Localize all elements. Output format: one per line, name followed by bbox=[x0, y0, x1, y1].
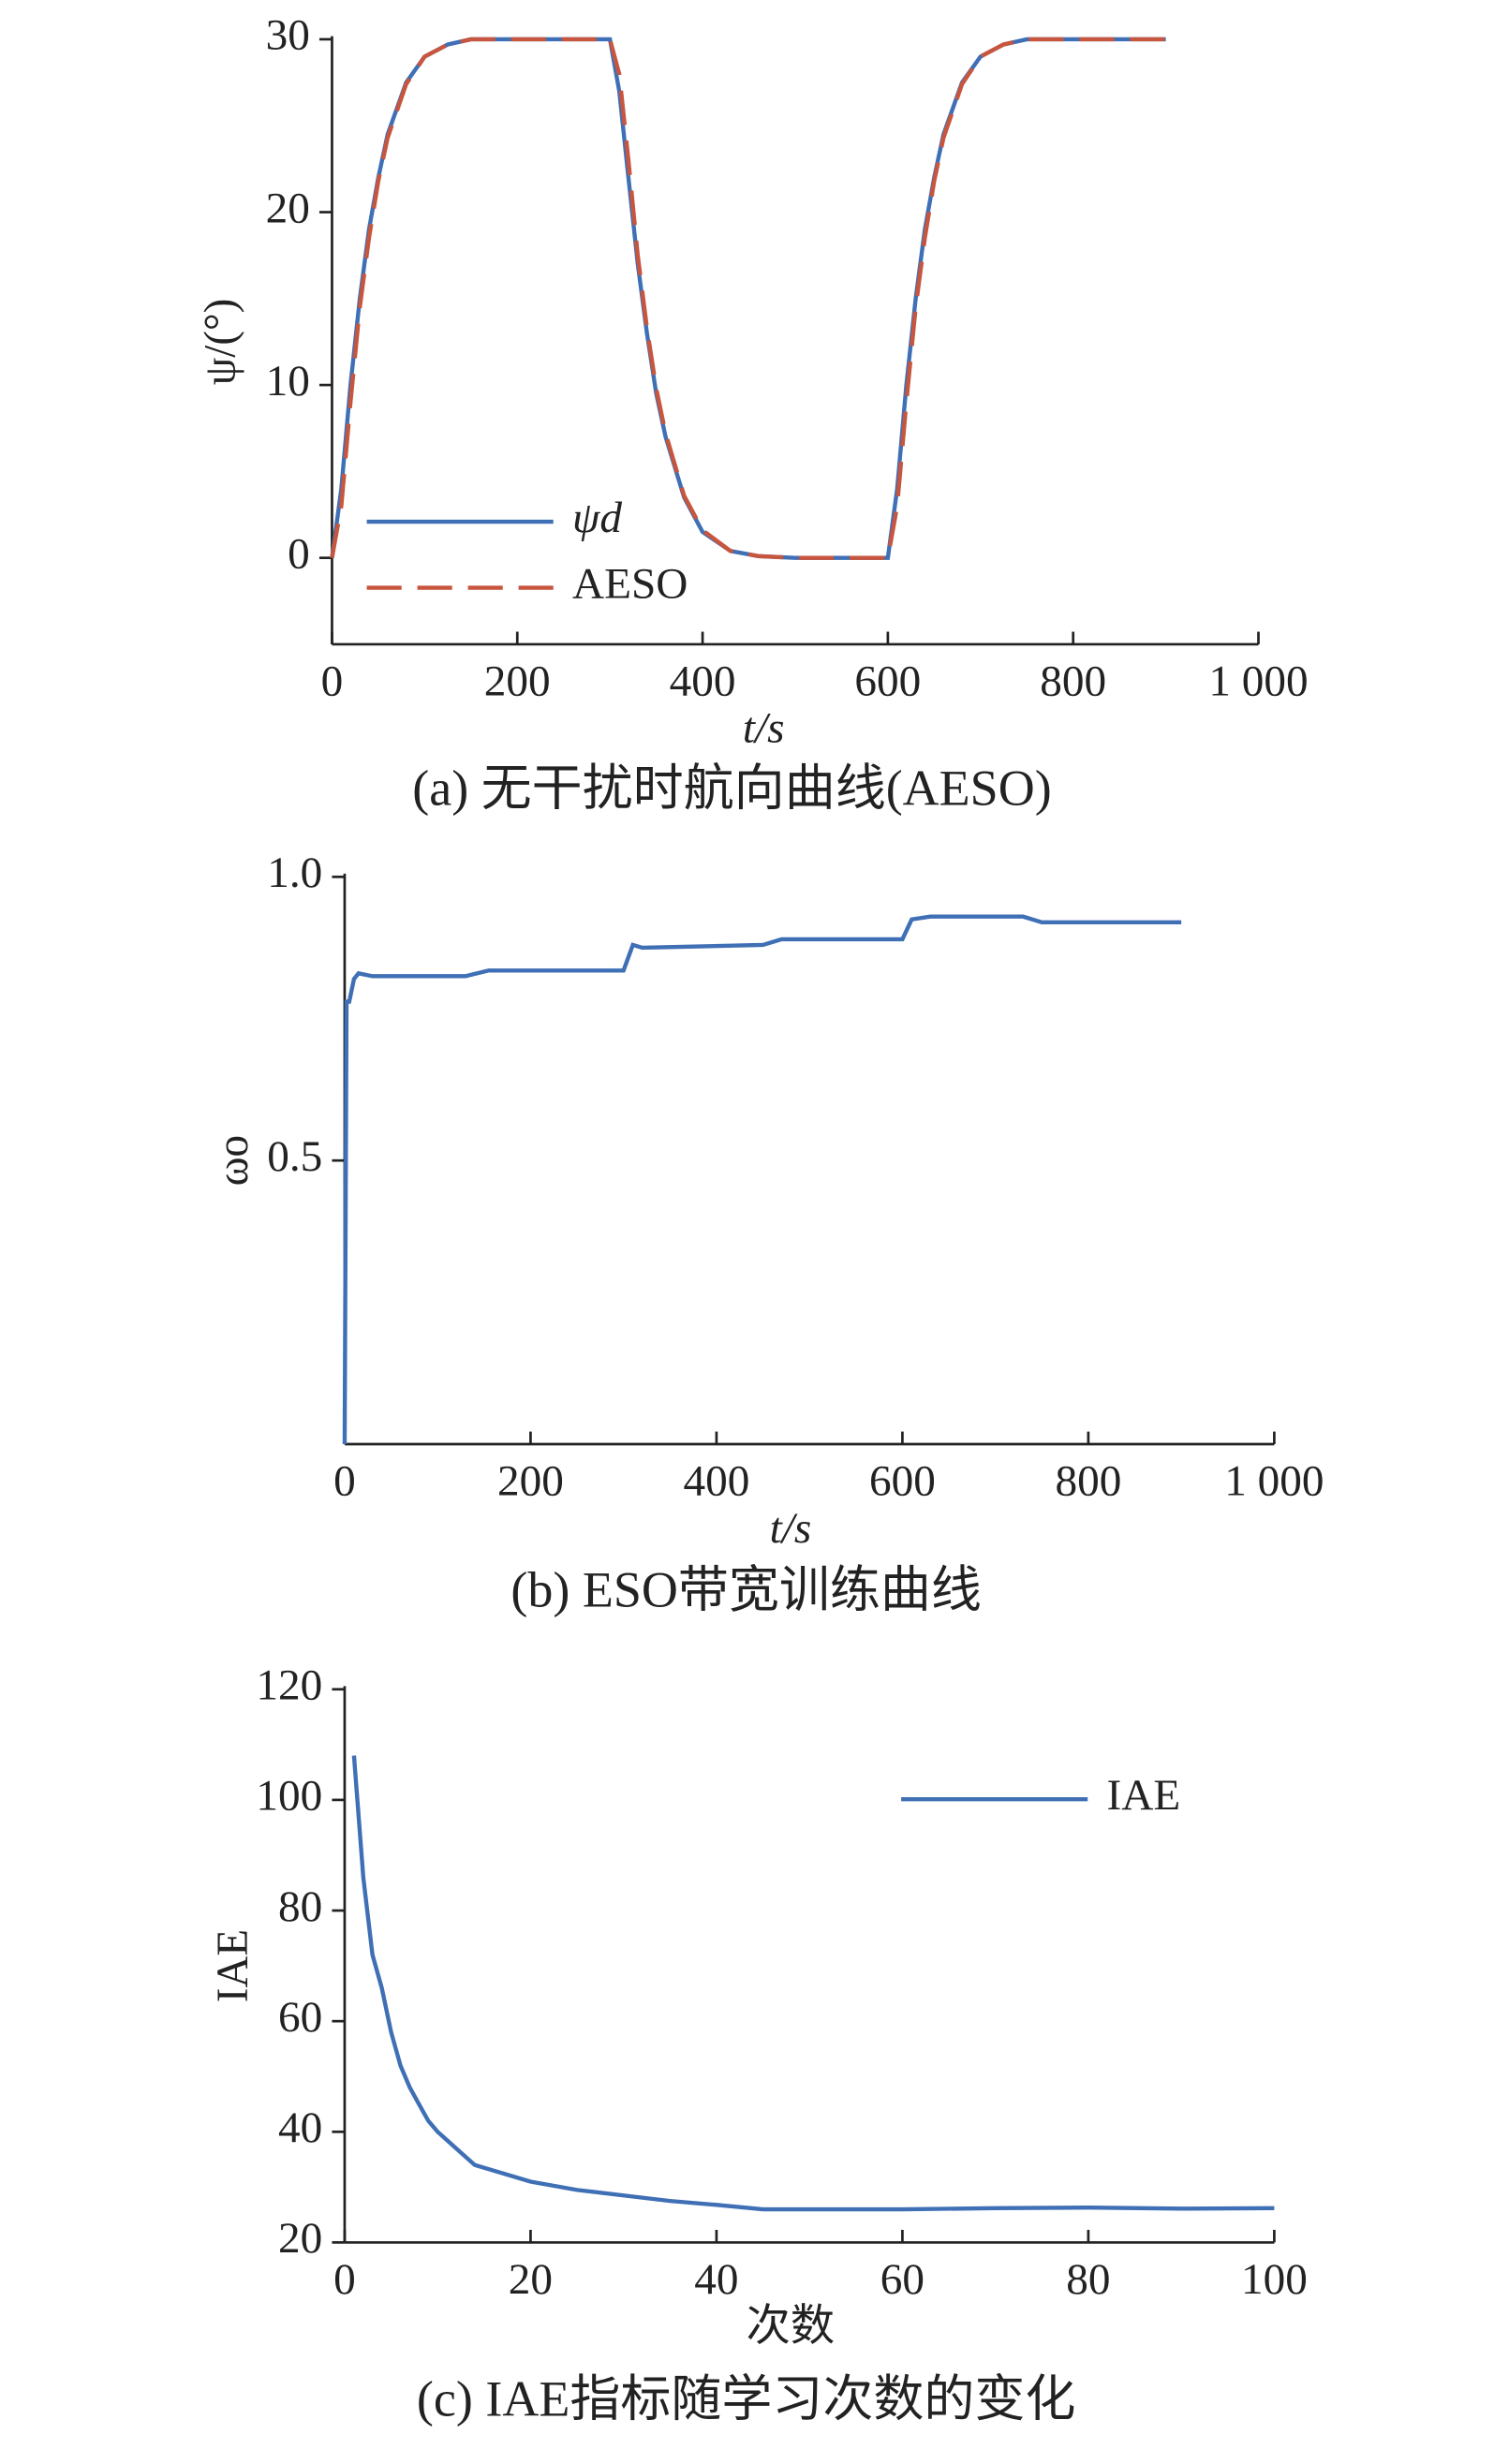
y-tick-label: 10 bbox=[266, 357, 310, 406]
y-tick-label: 0 bbox=[288, 530, 310, 579]
legend-label: ψd bbox=[572, 494, 622, 542]
x-tick-label: 200 bbox=[497, 1457, 564, 1506]
x-axis-label: 次数 bbox=[747, 2302, 835, 2351]
data-line bbox=[330, 37, 1166, 560]
x-tick-label: 100 bbox=[1241, 2255, 1308, 2304]
y-axis-label: ωo bbox=[209, 1135, 258, 1186]
caption: (b) ESO带宽训练曲线 bbox=[510, 1562, 982, 1618]
y-tick-label: 120 bbox=[256, 1661, 322, 1710]
data-line bbox=[342, 914, 1182, 1445]
y-tick-label: 80 bbox=[278, 1882, 322, 1931]
y-axis-label: ψ/(°) bbox=[196, 299, 244, 386]
y-tick-label: 30 bbox=[266, 11, 310, 60]
x-axis-label: t/s bbox=[743, 704, 785, 753]
x-tick-label: 0 bbox=[333, 2255, 356, 2304]
x-axis-label: t/s bbox=[770, 1504, 812, 1553]
y-axis-label: IAE bbox=[209, 1929, 258, 2002]
x-tick-label: 1 000 bbox=[1224, 1457, 1324, 1506]
x-tick-label: 1 000 bbox=[1208, 657, 1308, 705]
x-tick-label: 80 bbox=[1066, 2255, 1110, 2304]
x-tick-label: 800 bbox=[1040, 657, 1106, 705]
x-tick-label: 200 bbox=[484, 657, 551, 705]
x-tick-label: 600 bbox=[869, 1457, 936, 1506]
x-tick-label: 0 bbox=[333, 1457, 356, 1506]
legend-label: AESO bbox=[572, 559, 688, 608]
y-tick-label: 60 bbox=[278, 1993, 322, 2042]
x-tick-label: 400 bbox=[683, 1457, 749, 1506]
legend-label: IAE bbox=[1106, 1771, 1180, 1820]
y-tick-label: 20 bbox=[266, 184, 310, 232]
x-tick-label: 60 bbox=[880, 2255, 925, 2304]
y-tick-label: 20 bbox=[278, 2214, 322, 2263]
x-tick-label: 0 bbox=[321, 657, 344, 705]
data-line bbox=[330, 37, 1166, 560]
y-tick-label: 0.5 bbox=[267, 1132, 322, 1181]
caption: (a) 无干扰时航向曲线(AESO) bbox=[412, 760, 1051, 817]
x-tick-label: 40 bbox=[694, 2255, 738, 2304]
y-tick-label: 100 bbox=[256, 1772, 322, 1821]
x-tick-label: 800 bbox=[1055, 1457, 1121, 1506]
caption: (c) IAE指标随学习次数的变化 bbox=[417, 2371, 1075, 2427]
x-tick-label: 600 bbox=[854, 657, 921, 705]
y-tick-label: 1.0 bbox=[267, 848, 322, 897]
x-tick-label: 20 bbox=[509, 2255, 553, 2304]
data-line bbox=[351, 1755, 1275, 2212]
x-tick-label: 400 bbox=[670, 657, 736, 705]
y-tick-label: 40 bbox=[278, 2103, 322, 2152]
